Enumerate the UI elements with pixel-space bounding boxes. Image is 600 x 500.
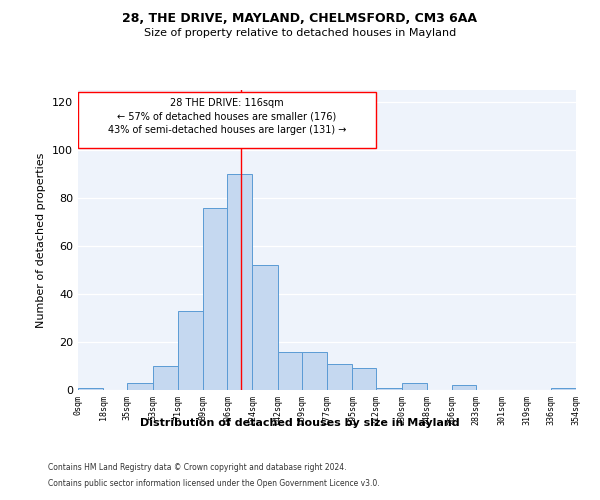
Text: Contains public sector information licensed under the Open Government Licence v3: Contains public sector information licen…: [48, 478, 380, 488]
Text: Distribution of detached houses by size in Mayland: Distribution of detached houses by size …: [140, 418, 460, 428]
Bar: [302, 352, 327, 390]
FancyBboxPatch shape: [78, 92, 376, 148]
Bar: [178, 311, 203, 390]
Bar: [127, 383, 152, 390]
Bar: [551, 388, 576, 390]
Text: ← 57% of detached houses are smaller (176): ← 57% of detached houses are smaller (17…: [118, 112, 337, 122]
Bar: [452, 385, 476, 390]
Bar: [376, 388, 401, 390]
Bar: [227, 174, 253, 390]
Text: 28 THE DRIVE: 116sqm: 28 THE DRIVE: 116sqm: [170, 98, 284, 108]
Text: Contains HM Land Registry data © Crown copyright and database right 2024.: Contains HM Land Registry data © Crown c…: [48, 464, 347, 472]
Bar: [253, 265, 278, 390]
Bar: [78, 388, 103, 390]
Bar: [327, 364, 352, 390]
Bar: [203, 208, 227, 390]
Bar: [278, 352, 302, 390]
Text: 28, THE DRIVE, MAYLAND, CHELMSFORD, CM3 6AA: 28, THE DRIVE, MAYLAND, CHELMSFORD, CM3 …: [122, 12, 478, 26]
Bar: [352, 368, 376, 390]
Bar: [401, 383, 427, 390]
Text: 43% of semi-detached houses are larger (131) →: 43% of semi-detached houses are larger (…: [108, 125, 346, 135]
Text: Size of property relative to detached houses in Mayland: Size of property relative to detached ho…: [144, 28, 456, 38]
Bar: [152, 366, 178, 390]
Y-axis label: Number of detached properties: Number of detached properties: [37, 152, 46, 328]
